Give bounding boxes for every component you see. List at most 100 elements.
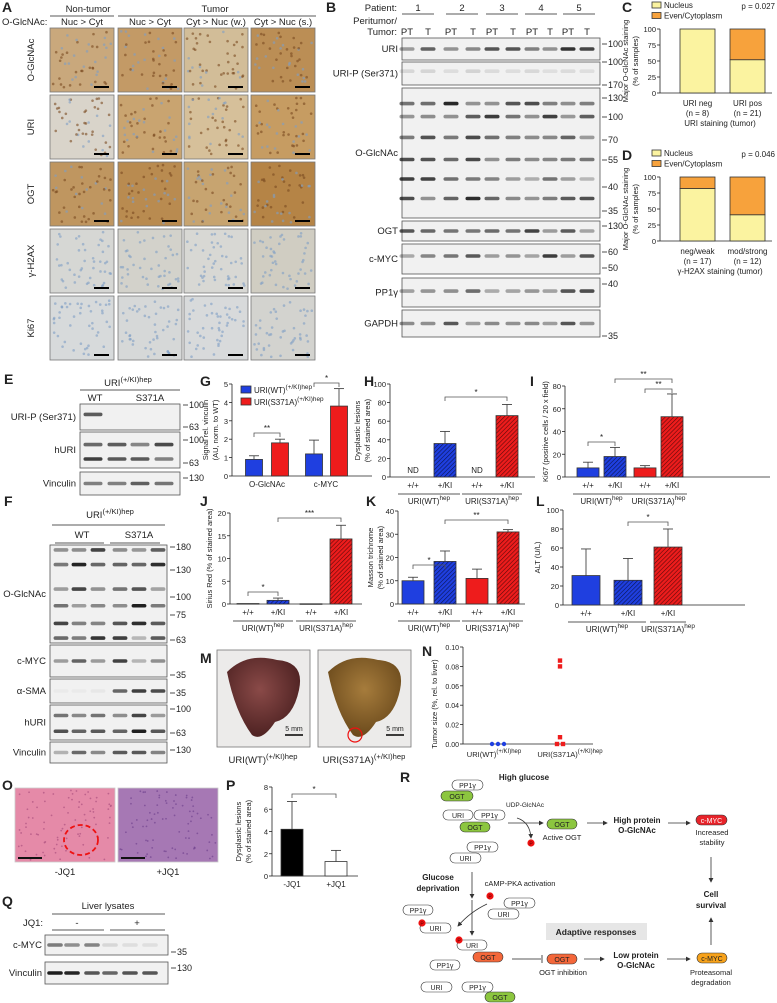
blot-label: O-GlcNAc bbox=[3, 589, 46, 600]
lane-label: T bbox=[584, 27, 590, 38]
x-tick-label: +/+ bbox=[580, 609, 592, 618]
cell-dot bbox=[77, 806, 80, 809]
nucleus-dot bbox=[218, 96, 221, 100]
nucleus-dot bbox=[265, 331, 269, 335]
nucleus-dot bbox=[64, 112, 68, 116]
nucleus-dot bbox=[272, 250, 275, 253]
y-tick-label: 40 bbox=[553, 428, 561, 437]
nucleus-dot bbox=[155, 250, 158, 254]
ihc-image bbox=[49, 228, 115, 294]
row-label: O-GlcNAc bbox=[26, 38, 37, 81]
nucleus-dot bbox=[104, 56, 107, 59]
nucleus-dot bbox=[155, 334, 159, 338]
label-main: URI(WT) bbox=[254, 386, 286, 395]
ihc-image-background bbox=[250, 94, 316, 160]
nucleus-dot bbox=[259, 282, 263, 285]
nucleus-dot bbox=[302, 139, 305, 143]
nucleus-dot bbox=[209, 142, 212, 146]
nucleus-dot bbox=[289, 277, 292, 281]
nucleus-dot bbox=[87, 43, 91, 46]
nucleus-dot bbox=[292, 140, 295, 143]
nucleus-dot bbox=[241, 32, 244, 36]
nucleus-dot bbox=[90, 133, 94, 136]
nucleus-dot bbox=[310, 41, 313, 45]
blot-band bbox=[53, 713, 69, 718]
nucleus-dot bbox=[173, 37, 176, 40]
nucleus-dot bbox=[63, 178, 67, 182]
nucleus-dot bbox=[253, 241, 256, 244]
nucleus-dot bbox=[120, 219, 123, 223]
nucleus-dot bbox=[91, 45, 94, 48]
cell-dot bbox=[142, 791, 145, 794]
nucleus-dot bbox=[58, 316, 61, 320]
nucleus-dot bbox=[202, 265, 206, 269]
cell-dot bbox=[186, 852, 188, 855]
cell-dot bbox=[174, 794, 177, 796]
blot-band bbox=[112, 689, 128, 693]
nucleus-dot bbox=[229, 194, 233, 197]
blot-membrane bbox=[49, 644, 168, 678]
nucleus-dot bbox=[220, 73, 223, 76]
nucleus-dot bbox=[290, 112, 293, 115]
nucleus-dot bbox=[67, 62, 71, 65]
nucleus-dot bbox=[163, 136, 166, 139]
nucleus-dot bbox=[142, 175, 146, 179]
cell-dot bbox=[82, 843, 85, 846]
group-label: URI(S371A)hep bbox=[465, 495, 519, 506]
nucleus-dot bbox=[98, 303, 102, 306]
label-main: URI(WT) bbox=[467, 750, 497, 759]
nucleus-dot bbox=[255, 348, 259, 351]
nucleus-dot bbox=[101, 230, 105, 234]
label-main: URI(S371A) bbox=[299, 624, 342, 633]
x-tick-label: +/+ bbox=[639, 481, 651, 490]
blot-band bbox=[542, 47, 558, 51]
blot-membrane bbox=[401, 87, 601, 219]
nucleus-dot bbox=[201, 182, 205, 186]
nucleus-dot bbox=[291, 340, 294, 344]
nucleus-dot bbox=[221, 120, 225, 124]
nucleus-dot bbox=[143, 314, 147, 318]
molecular-weight-marker: 40 bbox=[608, 182, 618, 192]
nucleus-dot bbox=[199, 131, 203, 135]
nucleus-dot bbox=[152, 71, 156, 75]
nucleus-dot bbox=[60, 56, 63, 59]
pill-shape bbox=[461, 981, 494, 993]
pill-label: URI bbox=[430, 985, 442, 992]
significance-label: * bbox=[600, 433, 603, 442]
cell-dot bbox=[80, 826, 83, 829]
bar bbox=[271, 442, 289, 477]
cell-dot bbox=[35, 833, 38, 836]
scale-bar bbox=[94, 354, 109, 356]
blot-band bbox=[150, 548, 166, 552]
nucleus-dot bbox=[80, 165, 84, 169]
nucleus-dot bbox=[158, 136, 162, 139]
cell-dot bbox=[135, 819, 138, 821]
cell-dot bbox=[108, 803, 111, 806]
nucleus-dot bbox=[51, 82, 55, 86]
nucleus-dot bbox=[214, 119, 217, 122]
y-tick-label: 0.06 bbox=[445, 684, 459, 691]
scale-bar bbox=[162, 287, 177, 289]
nucleus-dot bbox=[193, 48, 197, 52]
nucleus-dot bbox=[254, 333, 258, 336]
nucleus-dot bbox=[73, 281, 77, 284]
he-image bbox=[117, 787, 219, 863]
nucleus-dot bbox=[274, 262, 278, 266]
x-tick-label: +/KI bbox=[271, 608, 285, 617]
nucleus-dot bbox=[175, 150, 179, 153]
nucleus-dot bbox=[225, 143, 228, 147]
molecular-weight-marker: 35 bbox=[177, 947, 187, 957]
blot-band bbox=[122, 971, 138, 975]
cell-dot bbox=[156, 811, 159, 814]
blot-membrane bbox=[49, 704, 168, 741]
blot-band bbox=[505, 157, 521, 162]
label-superscript: hep bbox=[675, 495, 686, 502]
pill-shape bbox=[503, 897, 536, 909]
data-point-s371a bbox=[557, 658, 563, 663]
nucleus-dot bbox=[101, 148, 104, 152]
nucleus-dot bbox=[291, 348, 295, 352]
blot-band bbox=[465, 177, 481, 181]
nucleus-dot bbox=[173, 59, 176, 62]
nucleus-dot bbox=[173, 165, 176, 168]
blot-band bbox=[150, 587, 166, 591]
